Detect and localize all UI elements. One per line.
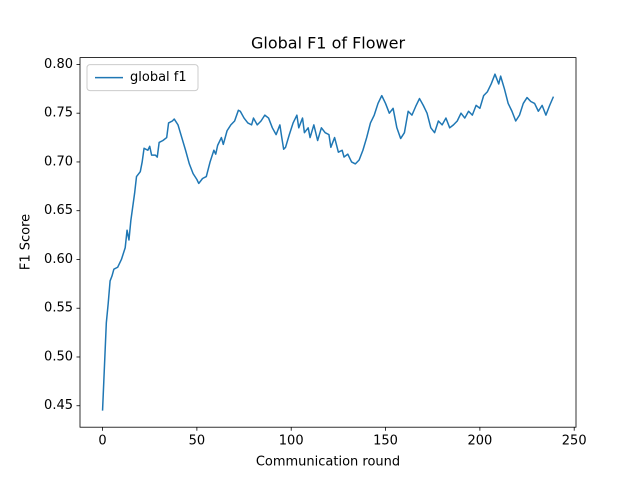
x-tick-label: 100	[279, 434, 304, 449]
x-tick-label: 250	[562, 434, 587, 449]
line	[101, 73, 555, 411]
x-axis-label: Communication round	[256, 455, 400, 470]
legend-box	[86, 64, 199, 92]
y-tick-label: 0.65	[44, 203, 73, 218]
y-axis-label: F1 Score	[19, 214, 34, 270]
chart-title: Global F1 of Flower	[251, 34, 405, 53]
y-tick-label: 0.55	[44, 301, 73, 316]
x-tick-label: 50	[189, 434, 206, 449]
x-tick-label: 150	[373, 434, 398, 449]
y-tick-label: 0.50	[44, 349, 73, 364]
axes-frame	[79, 57, 577, 428]
x-tick-label: 0	[98, 434, 106, 449]
x-tick-label: 200	[467, 434, 492, 449]
y-tick-label: 0.80	[44, 57, 73, 72]
y-tick-label: 0.75	[44, 106, 73, 121]
y-tick-label: 0.70	[44, 154, 73, 169]
y-tick-label: 0.60	[44, 252, 73, 267]
y-tick-label: 0.45	[44, 398, 73, 413]
legend-label: global f1	[130, 70, 187, 85]
